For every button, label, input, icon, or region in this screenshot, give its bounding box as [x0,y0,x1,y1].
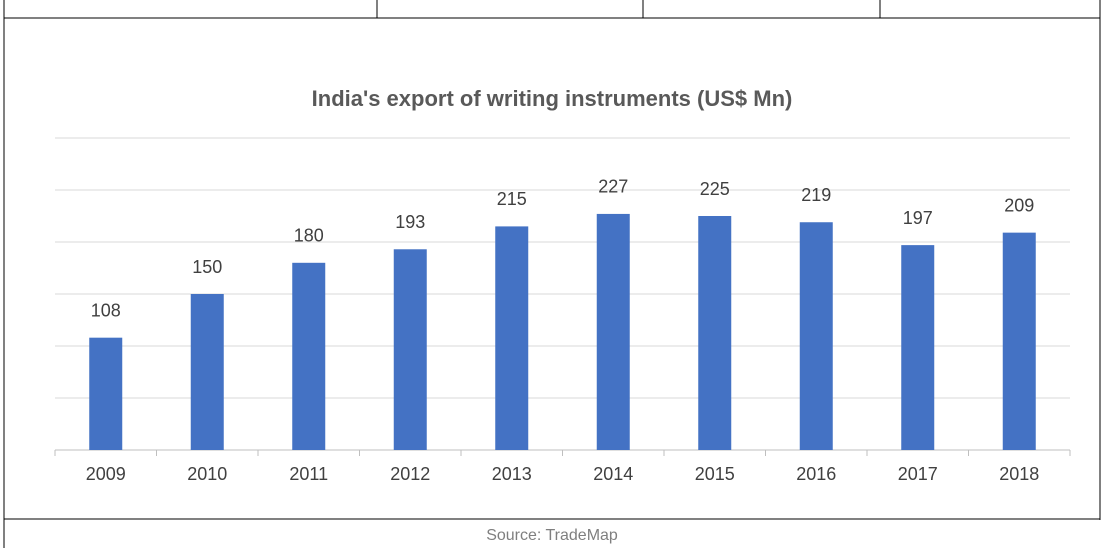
bar [1002,232,1036,450]
x-tick-label: 2010 [187,464,227,484]
bar [495,226,529,450]
data-label: 215 [497,189,527,209]
x-tick-label: 2013 [492,464,532,484]
bar [292,262,326,450]
bar [89,337,123,450]
data-label: 150 [192,257,222,277]
data-label: 180 [294,226,324,246]
data-label: 219 [801,185,831,205]
x-tick-label: 2018 [999,464,1039,484]
x-tick-label: 2011 [289,464,328,484]
data-label: 209 [1004,195,1034,215]
bar [698,216,732,450]
bar [901,245,935,450]
x-tick-label: 2015 [695,464,735,484]
bar [393,249,427,450]
x-tick-label: 2016 [796,464,836,484]
data-label: 197 [903,208,933,228]
bar [190,294,224,450]
data-label: 193 [395,212,425,232]
chart-title: India's export of writing instruments (U… [312,86,793,111]
x-tick-label: 2012 [390,464,430,484]
data-label: 227 [598,177,628,197]
data-label: 108 [91,300,121,320]
x-tick-label: 2009 [86,464,126,484]
bar [596,213,630,450]
x-tick-label: 2017 [898,464,938,484]
bar [799,222,833,450]
data-label: 225 [700,179,730,199]
source: Source: TradeMap [486,527,618,544]
x-tick-label: 2014 [593,464,633,484]
